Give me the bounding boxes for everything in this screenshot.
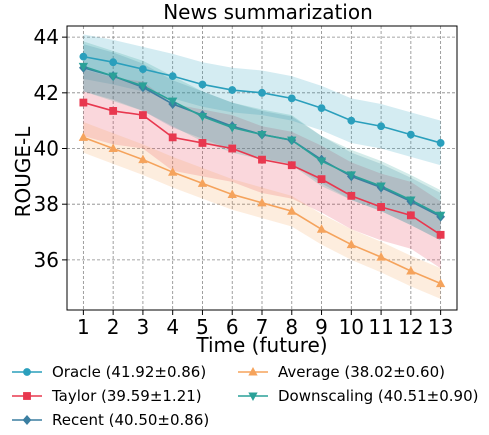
data-point-3 xyxy=(197,178,208,187)
data-point-0 xyxy=(109,58,118,67)
data-point-1 xyxy=(436,230,445,239)
data-point-4 xyxy=(78,62,89,72)
data-point-0 xyxy=(377,122,385,131)
data-point-1 xyxy=(198,139,207,147)
legend-swatch-marker xyxy=(22,415,32,425)
data-point-4 xyxy=(435,211,446,221)
legend-label: Taylor (39.59±1.21) xyxy=(51,387,202,405)
x-tick-label: 12 xyxy=(398,315,423,339)
legend-swatch-marker xyxy=(23,392,31,400)
x-tick-label: 8 xyxy=(285,315,298,339)
x-tick-label: 7 xyxy=(256,315,269,339)
data-point-1 xyxy=(79,98,88,107)
chart-title: News summarization xyxy=(163,0,373,24)
data-point-1 xyxy=(347,191,356,200)
data-point-3 xyxy=(138,154,148,164)
data-point-1 xyxy=(258,155,266,164)
data-point-3 xyxy=(168,167,178,176)
data-point-3 xyxy=(257,197,267,207)
data-point-4 xyxy=(168,97,178,107)
x-tick-label: 11 xyxy=(368,315,393,339)
legend-swatch-marker xyxy=(248,367,258,376)
data-point-0 xyxy=(139,65,147,74)
data-point-3 xyxy=(78,132,89,141)
x-tick-label: 10 xyxy=(339,315,364,339)
x-tick-label: 2 xyxy=(107,315,120,339)
legend: Oracle (41.92±0.86) Average (38.02±0.60) T… xyxy=(12,363,479,429)
legend-item: Recent (40.50±0.86) xyxy=(12,411,209,429)
legend-item: Oracle (41.92±0.86) xyxy=(12,363,206,381)
y-tick-label: 44 xyxy=(34,25,59,49)
legend-label: Recent (40.50±0.86) xyxy=(52,411,209,429)
series-markers xyxy=(78,52,446,288)
x-tick-label: 9 xyxy=(315,315,328,339)
confidence-band-0 xyxy=(83,34,441,166)
data-point-3 xyxy=(406,266,416,275)
data-point-4 xyxy=(197,112,208,122)
confidence-bands xyxy=(83,34,441,299)
y-tick-label: 36 xyxy=(34,248,59,272)
data-point-4 xyxy=(227,124,237,133)
data-point-3 xyxy=(376,252,386,261)
data-point-4 xyxy=(257,131,267,140)
data-point-1 xyxy=(139,111,147,119)
x-tick-label: 6 xyxy=(226,315,239,339)
data-point-0 xyxy=(168,72,177,81)
legend-label: Oracle (41.92±0.86) xyxy=(52,363,206,381)
x-axis-label: Time (future) xyxy=(195,333,327,357)
legend-label: Downscaling (40.51±0.90) xyxy=(278,387,479,405)
legend-item: Average (38.02±0.60) xyxy=(238,363,445,381)
data-point-3 xyxy=(346,239,356,249)
x-tick-label: 13 xyxy=(428,315,453,339)
data-point-1 xyxy=(228,144,237,153)
data-point-4 xyxy=(138,82,148,91)
data-point-0 xyxy=(287,94,296,103)
data-point-4 xyxy=(287,136,297,146)
confidence-band-4 xyxy=(83,41,441,241)
data-point-1 xyxy=(377,203,385,211)
x-tick-label: 5 xyxy=(196,315,209,339)
legend-swatch-marker xyxy=(23,368,31,376)
data-point-4 xyxy=(108,72,118,82)
confidence-band-2 xyxy=(83,44,441,241)
data-point-1 xyxy=(109,107,118,115)
data-point-1 xyxy=(168,133,177,142)
legend-swatch-marker xyxy=(248,392,258,401)
legend-item: Downscaling (40.51±0.90) xyxy=(238,387,479,405)
data-point-1 xyxy=(317,175,326,184)
data-point-3 xyxy=(316,224,327,233)
data-point-3 xyxy=(227,189,237,198)
data-point-0 xyxy=(198,80,207,89)
y-tick-label: 42 xyxy=(34,81,59,105)
confidence-band-1 xyxy=(83,69,441,269)
confidence-band-3 xyxy=(83,122,441,299)
data-point-0 xyxy=(347,116,356,125)
data-point-1 xyxy=(287,161,296,170)
y-axis-label: ROUGE-L xyxy=(11,126,35,218)
data-point-4 xyxy=(346,171,356,180)
data-point-3 xyxy=(108,143,118,153)
y-tick-label: 40 xyxy=(34,137,59,161)
data-point-4 xyxy=(316,157,327,166)
data-point-0 xyxy=(79,52,88,61)
legend-item: Taylor (39.59±1.21) xyxy=(12,387,202,405)
y-tick-label: 38 xyxy=(34,192,59,216)
data-point-4 xyxy=(376,182,386,192)
data-point-0 xyxy=(436,139,445,147)
data-point-1 xyxy=(406,211,415,220)
data-point-0 xyxy=(317,104,326,113)
data-point-3 xyxy=(287,206,297,215)
x-tick-label: 1 xyxy=(77,315,90,339)
x-tick-label: 4 xyxy=(166,315,179,339)
legend-label: Average (38.02±0.60) xyxy=(278,363,445,381)
data-point-0 xyxy=(406,130,415,139)
data-point-4 xyxy=(406,196,416,205)
data-point-0 xyxy=(258,88,266,97)
data-point-0 xyxy=(228,86,237,94)
x-tick-label: 3 xyxy=(137,315,150,339)
data-point-3 xyxy=(435,278,446,288)
